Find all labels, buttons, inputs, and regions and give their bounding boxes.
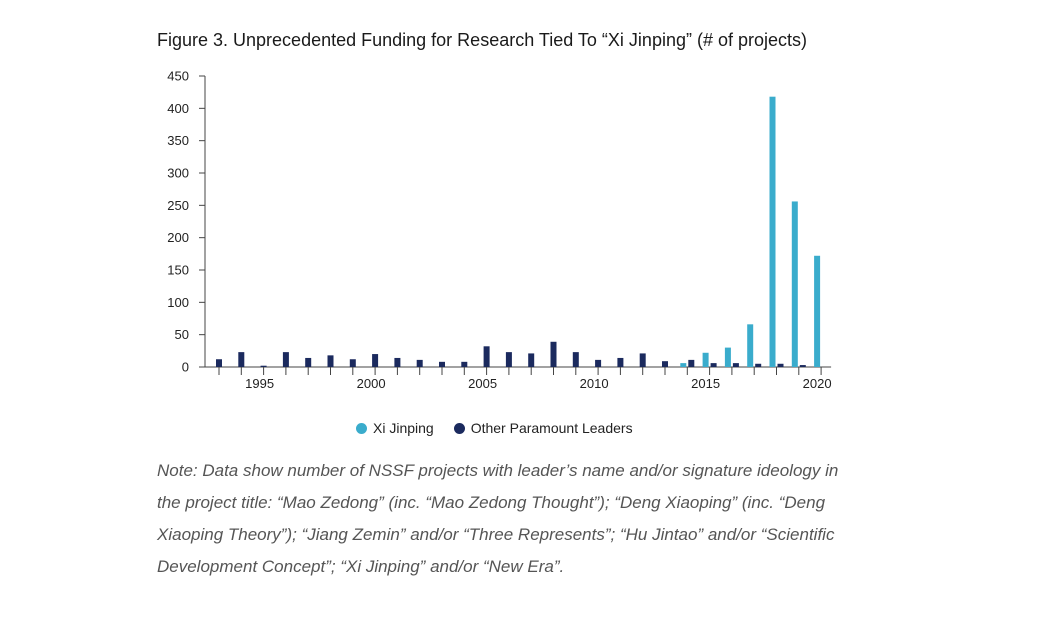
y-tick-label: 150: [167, 263, 189, 278]
bar-other-leaders: [799, 365, 806, 367]
legend-item-xi: Xi Jinping: [356, 420, 434, 436]
bar-other-leaders: [662, 361, 668, 367]
bar-other-leaders: [305, 357, 312, 367]
bar-other-leaders: [216, 359, 222, 367]
chart-title: Figure 3. Unprecedented Funding for Rese…: [157, 30, 808, 50]
legend-swatch-xi: [356, 422, 367, 434]
legend-item-others: Other Paramount Leaders: [453, 420, 633, 436]
bar-other-leaders: [528, 353, 535, 367]
bar-other-leaders: [617, 357, 624, 367]
bar-xi-jinping: [814, 255, 821, 367]
bar-other-leaders: [439, 361, 445, 367]
bar-other-leaders: [260, 365, 267, 367]
y-tick-label: 50: [175, 327, 189, 342]
bar-other-leaders: [710, 363, 717, 367]
legend-label-xi: Xi Jinping: [373, 420, 434, 436]
x-tick-label: 2005: [468, 376, 497, 391]
bar-other-leaders: [238, 352, 245, 367]
bar-xi-jinping: [680, 363, 687, 367]
bar-other-leaders: [327, 355, 334, 367]
bar-other-leaders: [505, 352, 512, 367]
bar-other-leaders: [639, 353, 646, 367]
bar-other-leaders: [550, 341, 557, 367]
bar-xi-jinping: [747, 324, 754, 367]
y-tick-label: 400: [167, 101, 189, 116]
bar-other-leaders: [755, 363, 762, 367]
x-tick-label: 2000: [357, 376, 386, 391]
x-tick-label: 2015: [691, 376, 720, 391]
bar-other-leaders: [372, 354, 379, 367]
bar-xi-jinping: [724, 347, 731, 367]
bar-other-leaders: [416, 359, 423, 367]
bar-other-leaders: [732, 363, 739, 367]
legend-label-others: Other Paramount Leaders: [470, 420, 633, 436]
x-tick-label: 2020: [803, 376, 832, 391]
y-tick-label: 300: [167, 166, 189, 181]
y-tick-label: 450: [167, 69, 189, 84]
y-tick-label: 0: [182, 360, 189, 375]
bar-other-leaders: [461, 361, 468, 367]
chart-note: Note: Data show number of NSSF projects …: [157, 461, 839, 576]
legend-swatch-others: [453, 422, 465, 434]
bar-xi-jinping: [791, 201, 798, 367]
bar-other-leaders: [595, 359, 602, 367]
bar-other-leaders: [688, 359, 695, 367]
chart-legend: Xi Jinping Other Paramount Leaders: [356, 420, 653, 436]
bar-other-leaders: [777, 363, 784, 367]
x-tick-label: 1995: [245, 376, 274, 391]
x-tick-label: 2010: [580, 376, 609, 391]
y-tick-label: 250: [167, 198, 189, 213]
bar-other-leaders: [572, 352, 579, 367]
bar-xi-jinping: [769, 96, 776, 368]
bar-xi-jinping: [702, 352, 709, 367]
bar-other-leaders: [394, 357, 401, 367]
y-tick-label: 350: [167, 133, 189, 148]
bar-other-leaders: [483, 346, 490, 367]
y-tick-label: 100: [167, 295, 189, 310]
bar-other-leaders: [282, 352, 289, 367]
y-tick-label: 200: [167, 230, 189, 245]
bar-other-leaders: [349, 359, 356, 367]
